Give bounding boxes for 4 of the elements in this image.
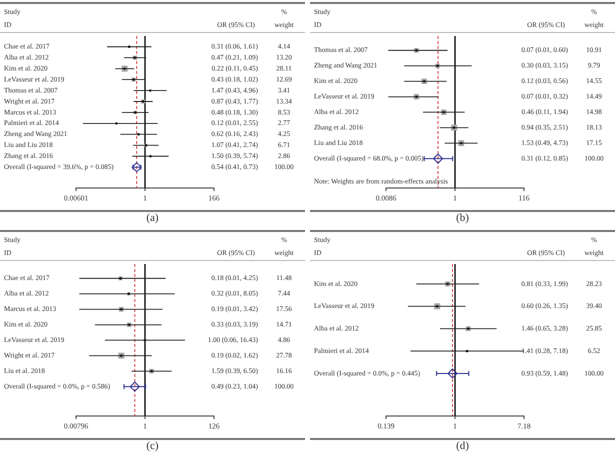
text: (d): [455, 440, 470, 452]
text: (b): [455, 212, 470, 224]
text: (a): [145, 212, 160, 224]
text: (c): [145, 440, 160, 452]
